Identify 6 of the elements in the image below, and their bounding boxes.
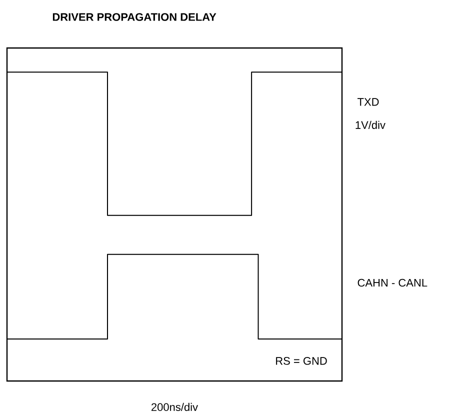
text: 200ns/div	[152, 402, 198, 411]
text: CAHN - CANL	[358, 278, 428, 287]
text: 1V/div	[356, 120, 386, 129]
chart-title: DRIVER PROPAGATION DELAY	[52, 13, 216, 21]
annotation: RS = GND	[276, 357, 327, 365]
text: TXD	[358, 98, 379, 106]
